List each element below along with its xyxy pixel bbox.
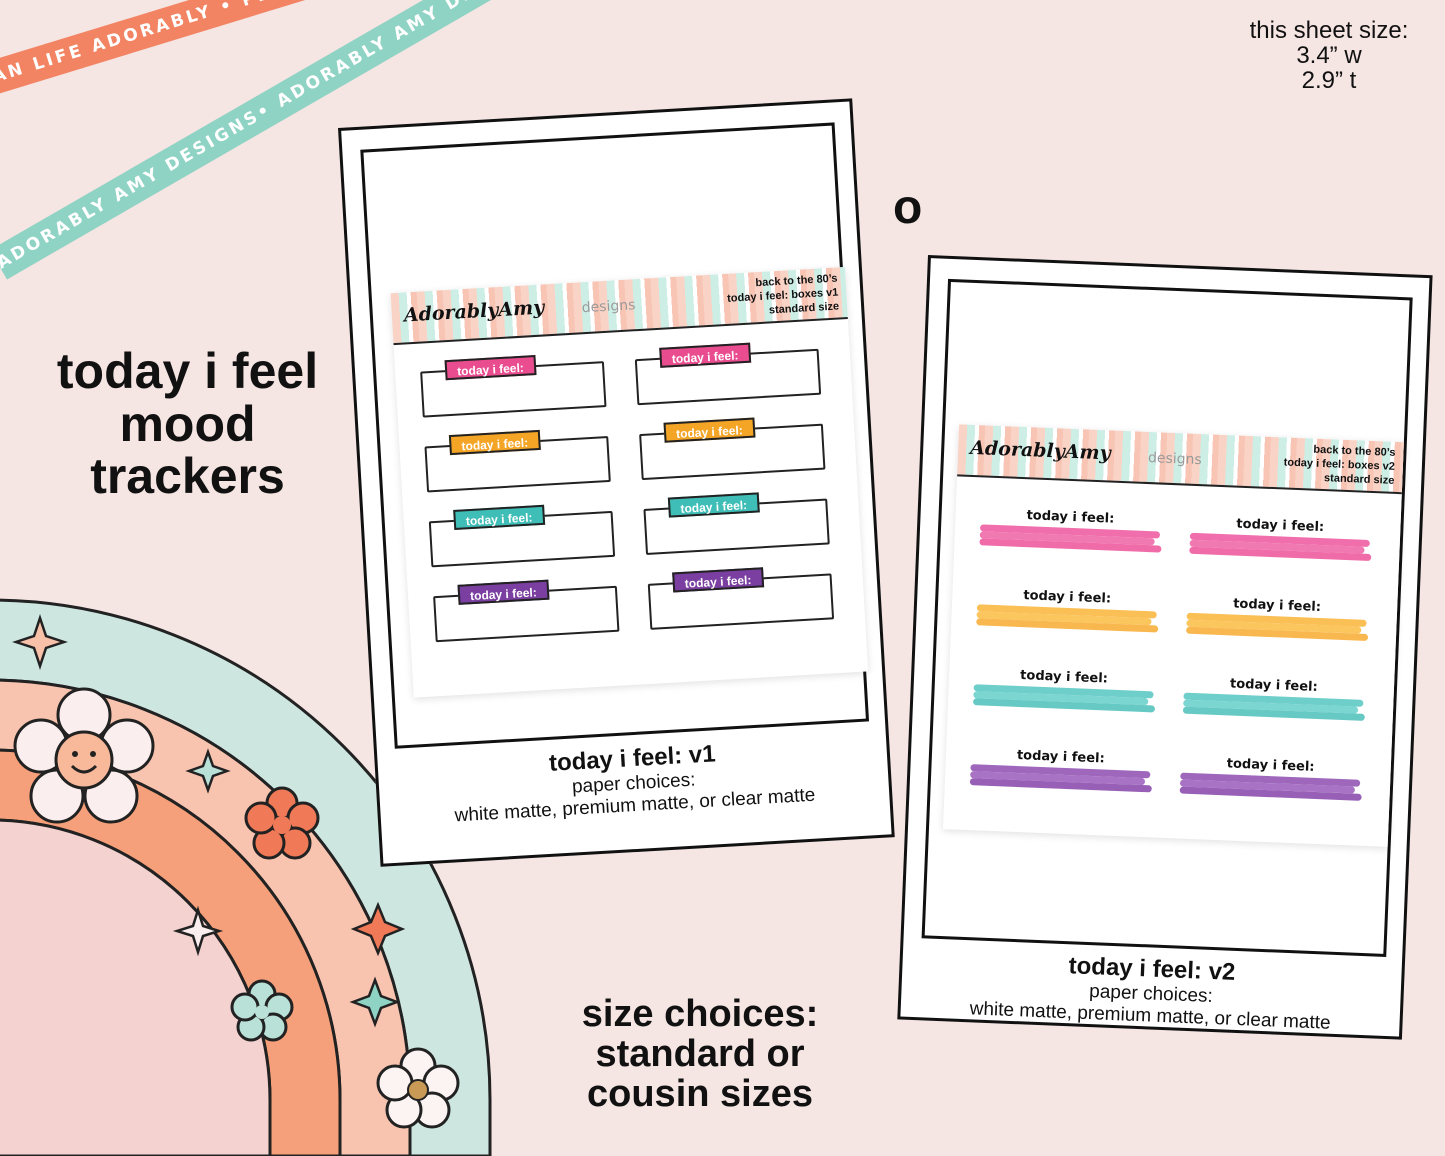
sheet-size-label: this sheet size:: [1249, 17, 1409, 44]
rainbow-illustration: [0, 598, 492, 1156]
brand-logo: AdorablyAmy: [403, 296, 545, 327]
sparkle-icon: [185, 748, 231, 794]
brand-word: designs: [581, 297, 636, 317]
stroke-label: today i feel:: [1023, 588, 1112, 607]
sheet-size-height: 2.9” t: [1301, 67, 1357, 95]
mood-stroke-teal: today i feel:: [972, 668, 1159, 717]
separator-mark: o: [893, 181, 923, 234]
mood-stroke-pink: today i feel:: [979, 508, 1165, 557]
mood-stroke-pink: today i feel:: [1189, 516, 1375, 566]
size-choices-line-2: standard or: [595, 1032, 805, 1075]
stroke-label: today i feel:: [1236, 516, 1325, 536]
mood-tag-pink: today i feel:: [659, 342, 751, 368]
mood-stroke-purple: today i feel:: [969, 747, 1156, 797]
star-icon: [349, 976, 401, 1028]
mood-tag-purple: today i feel:: [672, 567, 764, 593]
mood-tag-orange: today i feel:: [663, 417, 756, 443]
flower-icon: [376, 1047, 460, 1129]
sheet-v2-info: back to the 80’s today i feel: boxes v2 …: [1283, 441, 1396, 487]
product-card-v1: AdorablyAmy designs back to the 80’s tod…: [338, 98, 895, 867]
stroke-label: today i feel:: [1232, 596, 1322, 616]
mood-stroke-purple: today i feel:: [1179, 756, 1365, 806]
flower-icon: [230, 979, 294, 1042]
product-card-v2: AdorablyAmy designs back to the 80’s tod…: [897, 255, 1433, 1040]
stroke-label: today i feel:: [1226, 756, 1315, 775]
mood-stroke-teal: today i feel:: [1182, 676, 1369, 726]
size-choices-line-1: size choices:: [581, 993, 819, 1035]
stroke-label: today i feel:: [1016, 747, 1105, 767]
mood-tag-pink: today i feel:: [444, 355, 537, 381]
page-title: today i feel mood trackers: [30, 345, 345, 503]
mood-tag-teal: today i feel:: [453, 504, 545, 530]
mood-tag-orange: today i feel:: [448, 429, 541, 456]
size-choices-line-3: cousin sizes: [587, 1072, 813, 1115]
sheet-size-width: 3.4” w: [1296, 42, 1362, 70]
stroke-label: today i feel:: [1229, 676, 1319, 695]
mood-stroke-orange: today i feel:: [1186, 596, 1372, 646]
mood-tag-teal: today i feel:: [667, 492, 760, 518]
sheet-v1-info: back to the 80’s today i feel: boxes v1 …: [726, 272, 840, 320]
card-v2-caption: today i feel: v2 paper choices: white ma…: [900, 946, 1401, 1038]
mood-stroke-orange: today i feel:: [976, 588, 1162, 637]
flower-icon: [244, 786, 320, 860]
stroke-label: today i feel:: [1019, 668, 1109, 687]
mood-tag-purple: today i feel:: [457, 579, 550, 605]
sheet-size-info: this sheet size: 3.4” w 2.9” t: [1229, 18, 1429, 94]
star-icon: [350, 901, 406, 957]
sparkle-icon: [172, 905, 224, 957]
brand-logo: AdorablyAmy: [969, 436, 1112, 465]
card-v1-caption: today i feel: v1 paper choices: white ma…: [377, 730, 889, 831]
title-line-1: today i feel: [56, 343, 319, 399]
sticker-sheet-v2: AdorablyAmy designs back to the 80’s tod…: [942, 424, 1404, 847]
size-choices: size choices: standard or cousin sizes: [560, 993, 840, 1115]
brand-word: designs: [1147, 450, 1203, 469]
title-line-2: mood: [119, 395, 256, 452]
title-line-3: trackers: [90, 448, 285, 504]
sparkle-icon: [12, 614, 68, 670]
stroke-label: today i feel:: [1026, 508, 1115, 527]
sticker-sheet-v1: AdorablyAmy designs back to the 80’s tod…: [390, 267, 869, 698]
smiley-flower-icon: [13, 687, 155, 824]
